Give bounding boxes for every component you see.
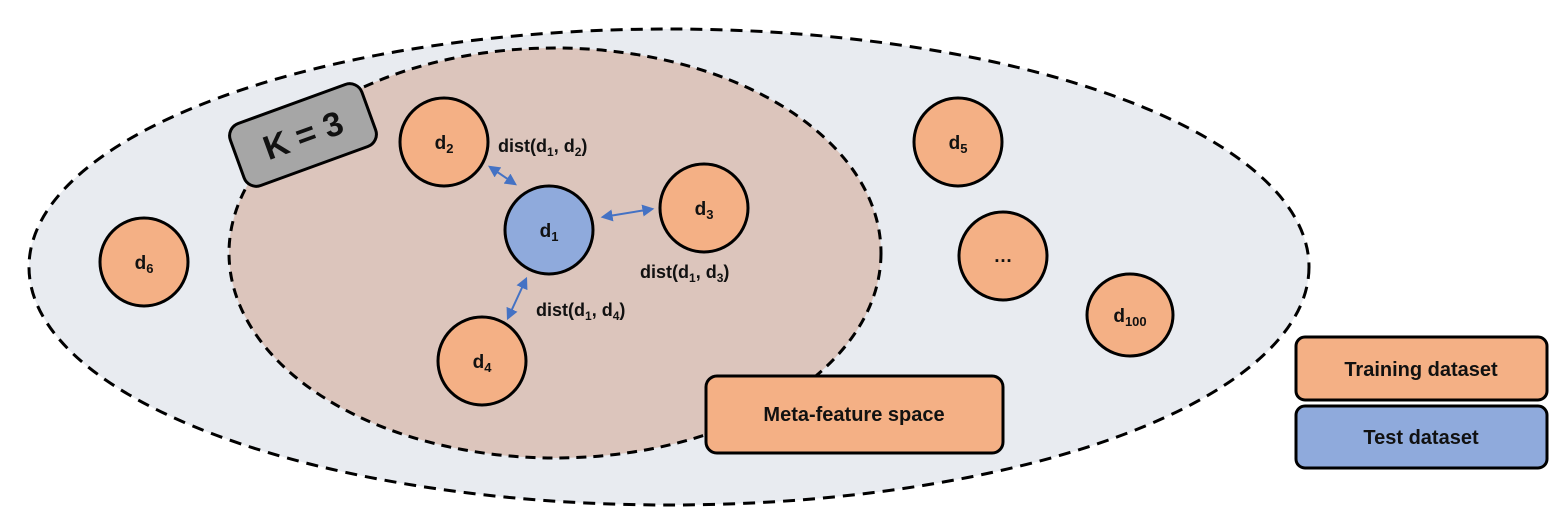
legend: Training dataset Test dataset — [1294, 335, 1549, 470]
legend-test: Test dataset — [1294, 404, 1549, 470]
legend-training-label: Training dataset — [1344, 359, 1498, 381]
k-value-box: K = 3 — [228, 82, 378, 188]
node-label: d5 — [949, 133, 968, 156]
node-label: d3 — [695, 199, 714, 222]
distance-label-d1-d3: dist(d1, d3) — [640, 262, 729, 285]
node-label: d1 — [540, 221, 559, 244]
distance-label-d1-d2: dist(d1, d2) — [498, 136, 587, 159]
node-d2: d2 — [398, 96, 490, 188]
node-d4: d4 — [436, 315, 528, 407]
arrow-d1-d2 — [488, 165, 517, 186]
arrow-d1-d3 — [600, 204, 655, 222]
meta-feature-space-box: Meta-feature space — [704, 374, 1005, 455]
node-d3: d3 — [658, 162, 750, 254]
legend-training: Training dataset — [1294, 335, 1549, 402]
meta-feature-space-label: Meta-feature space — [763, 404, 944, 426]
node-d1: d1 — [503, 184, 595, 276]
node-label: d6 — [135, 253, 154, 276]
node-ellipsis: … — [957, 210, 1049, 302]
node-label: d100 — [1113, 306, 1146, 329]
legend-test-label: Test dataset — [1363, 427, 1479, 449]
node-d100: d100 — [1085, 272, 1175, 358]
node-label: d4 — [473, 352, 493, 375]
node-label: … — [994, 246, 1013, 267]
distance-label-d1-d4: dist(d1, d4) — [536, 300, 625, 323]
node-d5: d5 — [912, 96, 1004, 188]
node-label: d2 — [435, 133, 454, 156]
node-d6: d6 — [98, 216, 190, 308]
arrow-d1-d4 — [506, 276, 528, 321]
